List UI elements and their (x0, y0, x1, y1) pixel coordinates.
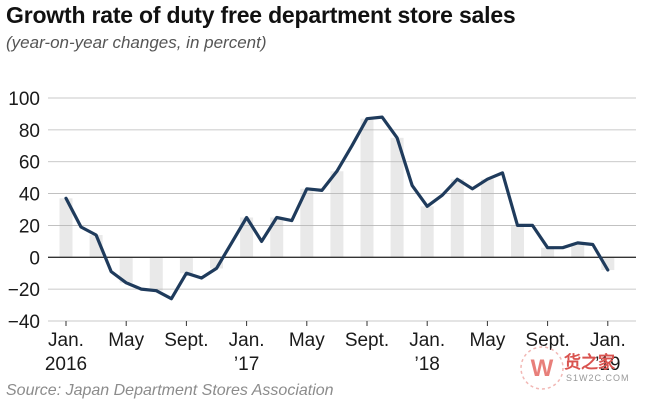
watermark-text: 货之家 (564, 353, 615, 372)
bar-10 (210, 257, 223, 269)
bar-16 (300, 188, 314, 258)
gridlines-layer (48, 97, 636, 322)
x-tick-label: May (289, 330, 325, 351)
chart-title: Growth rate of duty free department stor… (6, 2, 516, 28)
bar-18 (330, 171, 344, 258)
bar-32 (541, 247, 555, 258)
watermark-logo-icon: W (520, 346, 564, 390)
y-tick-label: 0 (29, 248, 40, 269)
watermark: W 货之家 S1W2C.COM (518, 340, 648, 400)
svg-text:W: W (531, 355, 554, 382)
y-tick-label: −20 (8, 280, 40, 301)
bar-34 (571, 242, 585, 258)
x-tick-label-year: ’18 (415, 354, 440, 375)
x-tick-label: Sept. (345, 330, 389, 351)
x-tick-label-year: ’17 (234, 354, 259, 375)
x-tick-label: Jan. (229, 330, 265, 351)
watermark-subtext: S1W2C.COM (566, 373, 630, 383)
bar-14 (270, 217, 284, 258)
bar-12 (240, 217, 254, 258)
y-tick-label: 40 (19, 185, 40, 206)
x-tick-label: Jan. (48, 330, 84, 351)
x-tick-label: May (108, 330, 144, 351)
y-axis-ticks: 100 80 60 40 20 0 −20 −40 (8, 89, 40, 333)
source-note: Source: Japan Department Stores Associat… (6, 382, 334, 399)
x-tick-label: Jan. (590, 330, 626, 351)
x-tick-label-year: 2016 (45, 354, 87, 375)
bar-26 (450, 179, 464, 258)
y-tick-label: 100 (8, 89, 40, 110)
bar-6 (149, 257, 163, 291)
y-tick-label: 60 (19, 153, 40, 174)
y-tick-label: −40 (8, 312, 40, 333)
x-axis-ticks: Jan. 2016 May Sept. Jan. ’17 May Sept. Jan. ’18 Ma… (45, 321, 626, 375)
x-tick-label: Jan. (409, 330, 445, 351)
bar-0 (59, 198, 73, 258)
chart-subtitle: (year-on-year changes, in percent) (6, 33, 267, 52)
bar-24 (420, 206, 434, 258)
x-tick-label: Sept. (525, 330, 569, 351)
bar-20 (360, 118, 374, 258)
x-tick-label: May (469, 330, 505, 351)
bar-22 (390, 137, 404, 258)
x-tick-label: Sept. (164, 330, 208, 351)
y-tick-label: 80 (19, 121, 40, 142)
series-line (64, 115, 610, 301)
x-tick-label-year: ’19 (595, 354, 620, 375)
y-tick-label: 20 (19, 216, 40, 237)
bar-8 (179, 257, 193, 274)
bar-30 (511, 225, 524, 258)
bar-4 (119, 257, 133, 283)
bar-28 (480, 179, 494, 258)
bars-layer (59, 118, 615, 291)
